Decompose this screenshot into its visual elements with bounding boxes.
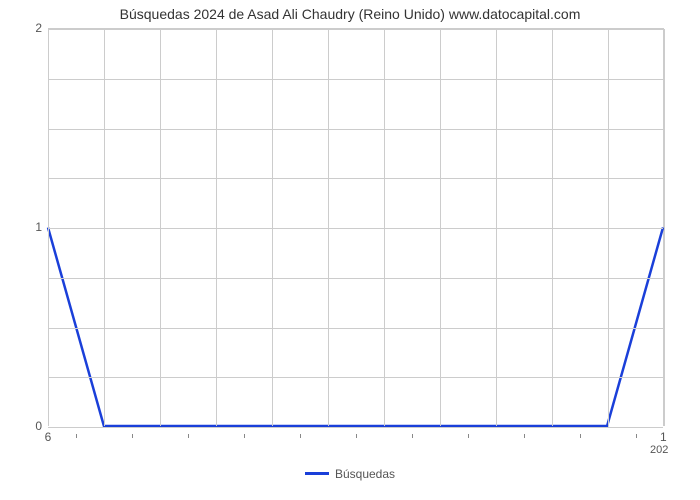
x-axis-label-left: 6: [45, 430, 52, 444]
gridline-h-minor: [48, 328, 663, 329]
gridline-v: [664, 29, 665, 426]
gridline-v: [48, 29, 49, 426]
y-axis-label: 2: [26, 21, 42, 35]
legend: Búsquedas: [0, 466, 700, 481]
gridline-v: [608, 29, 609, 426]
x-axis-tick: [300, 434, 301, 438]
x-axis-tick: [412, 434, 413, 438]
y-axis-label: 0: [26, 419, 42, 433]
gridline-v: [104, 29, 105, 426]
gridline-v: [272, 29, 273, 426]
gridline-v: [552, 29, 553, 426]
gridline-h-minor: [48, 129, 663, 130]
gridline-v: [496, 29, 497, 426]
x-axis-tick: [76, 434, 77, 438]
legend-label: Búsquedas: [335, 467, 395, 481]
gridline-h-major: [48, 228, 663, 229]
x-axis-label-right-bottom: 202: [650, 444, 668, 456]
gridline-h-major: [48, 29, 663, 30]
gridline-h-minor: [48, 278, 663, 279]
x-axis-tick: [244, 434, 245, 438]
x-axis-tick: [524, 434, 525, 438]
gridline-v: [160, 29, 161, 426]
y-axis-label: 1: [26, 220, 42, 234]
x-axis-tick: [580, 434, 581, 438]
gridline-v: [384, 29, 385, 426]
x-axis-label-right-top: 1: [660, 430, 667, 444]
x-axis-tick: [188, 434, 189, 438]
legend-swatch: [305, 472, 329, 475]
gridline-v: [216, 29, 217, 426]
chart-title: Búsquedas 2024 de Asad Ali Chaudry (Rein…: [0, 6, 700, 22]
x-axis-tick: [636, 434, 637, 438]
gridline-v: [440, 29, 441, 426]
gridline-h-major: [48, 427, 663, 428]
x-axis-tick: [132, 434, 133, 438]
chart-container: Búsquedas 2024 de Asad Ali Chaudry (Rein…: [0, 0, 700, 500]
gridline-h-minor: [48, 178, 663, 179]
x-axis-tick: [468, 434, 469, 438]
gridline-h-minor: [48, 377, 663, 378]
x-axis-tick: [356, 434, 357, 438]
gridline-h-minor: [48, 79, 663, 80]
gridline-v: [328, 29, 329, 426]
plot-area: [48, 28, 664, 426]
